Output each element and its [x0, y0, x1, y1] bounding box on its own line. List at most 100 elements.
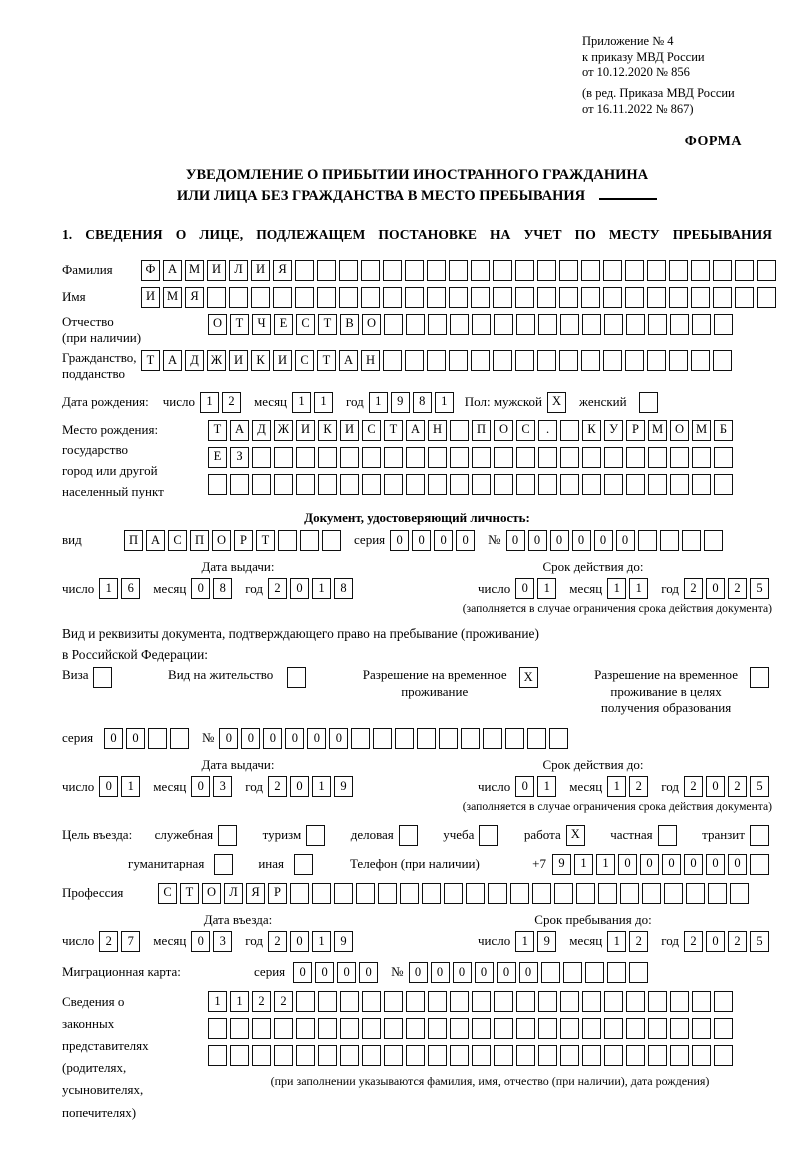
char-cell[interactable]	[598, 882, 617, 904]
char-cell[interactable]	[637, 530, 657, 552]
char-cell[interactable]	[647, 350, 666, 372]
char-cell[interactable]: Ж	[207, 350, 226, 372]
char-cell[interactable]: А	[146, 530, 165, 552]
char-cell[interactable]	[604, 1045, 623, 1067]
char-cell[interactable]: 8	[213, 578, 233, 600]
char-cell[interactable]: 0	[241, 728, 261, 750]
char-cell[interactable]	[714, 991, 733, 1013]
char-cell[interactable]	[208, 1045, 227, 1067]
char-cell[interactable]	[274, 446, 293, 468]
char-cell[interactable]	[510, 882, 529, 904]
char-cell[interactable]: 6	[121, 578, 141, 600]
char-cell[interactable]	[626, 446, 645, 468]
char-cell[interactable]	[562, 962, 582, 984]
char-cell[interactable]: 0	[515, 776, 535, 798]
char-cell[interactable]	[427, 286, 446, 308]
char-cell[interactable]: 0	[126, 728, 145, 750]
char-cell[interactable]	[449, 286, 468, 308]
char-cell[interactable]: Е	[274, 313, 293, 335]
char-cell[interactable]: 0	[219, 728, 239, 750]
char-cell[interactable]: 0	[684, 853, 703, 875]
char-cell[interactable]: Т	[317, 350, 336, 372]
char-cell[interactable]	[670, 473, 689, 495]
char-cell[interactable]: И	[207, 259, 226, 281]
char-cell[interactable]	[735, 286, 754, 308]
char-cell[interactable]: Р	[234, 530, 253, 552]
char-cell[interactable]	[427, 259, 446, 281]
char-cell[interactable]	[461, 728, 481, 750]
char-cell[interactable]	[406, 1045, 425, 1067]
char-cell[interactable]: 0	[104, 728, 123, 750]
char-cell[interactable]	[648, 991, 667, 1013]
char-cell[interactable]	[422, 882, 441, 904]
char-cell[interactable]: И	[273, 350, 292, 372]
legal-reps-row3-boxes[interactable]	[208, 1045, 772, 1067]
char-cell[interactable]: 0	[315, 962, 335, 984]
char-cell[interactable]: Т	[256, 530, 275, 552]
char-cell[interactable]	[400, 882, 419, 904]
char-cell[interactable]: 1	[312, 776, 332, 798]
char-cell[interactable]	[670, 1045, 689, 1067]
char-cell[interactable]	[516, 1045, 535, 1067]
char-cell[interactable]	[428, 1018, 447, 1040]
char-cell[interactable]	[494, 991, 513, 1013]
char-cell[interactable]: 0	[593, 530, 613, 552]
char-cell[interactable]	[670, 991, 689, 1013]
char-cell[interactable]	[538, 1018, 557, 1040]
char-cell[interactable]	[274, 473, 293, 495]
char-cell[interactable]: В	[340, 313, 359, 335]
gender-female-checkbox[interactable]	[638, 391, 661, 413]
char-cell[interactable]	[450, 446, 469, 468]
char-cell[interactable]: Т	[141, 350, 160, 372]
char-cell[interactable]	[576, 882, 595, 904]
char-cell[interactable]	[670, 313, 689, 335]
char-cell[interactable]	[750, 667, 769, 689]
purpose-tourism-checkbox[interactable]	[306, 824, 328, 846]
char-cell[interactable]	[471, 350, 490, 372]
char-cell[interactable]: 2	[728, 578, 747, 600]
char-cell[interactable]	[296, 446, 315, 468]
char-cell[interactable]	[230, 1045, 249, 1067]
char-cell[interactable]	[494, 1045, 513, 1067]
char-cell[interactable]	[584, 962, 604, 984]
char-cell[interactable]	[560, 1018, 579, 1040]
char-cell[interactable]: Я	[185, 286, 204, 308]
char-cell[interactable]	[626, 1018, 645, 1040]
char-cell[interactable]	[428, 446, 447, 468]
char-cell[interactable]	[450, 991, 469, 1013]
char-cell[interactable]: 0	[408, 962, 428, 984]
char-cell[interactable]	[582, 1018, 601, 1040]
char-cell[interactable]: М	[163, 286, 182, 308]
char-cell[interactable]: 0	[430, 962, 450, 984]
char-cell[interactable]	[735, 259, 754, 281]
char-cell[interactable]	[488, 882, 507, 904]
char-cell[interactable]	[638, 391, 658, 413]
char-cell[interactable]	[692, 313, 711, 335]
char-cell[interactable]: Я	[273, 259, 292, 281]
char-cell[interactable]: Н	[361, 350, 380, 372]
char-cell[interactable]	[505, 728, 525, 750]
char-cell[interactable]	[626, 1045, 645, 1067]
char-cell[interactable]	[472, 313, 491, 335]
char-cell[interactable]	[713, 286, 732, 308]
char-cell[interactable]	[318, 1045, 337, 1067]
char-cell[interactable]	[532, 882, 551, 904]
char-cell[interactable]	[669, 350, 688, 372]
char-cell[interactable]	[384, 991, 403, 1013]
char-cell[interactable]: К	[318, 419, 337, 441]
char-cell[interactable]	[274, 1018, 293, 1040]
char-cell[interactable]: 2	[684, 578, 703, 600]
char-cell[interactable]: Д	[185, 350, 204, 372]
char-cell[interactable]: С	[296, 313, 315, 335]
char-cell[interactable]: 0	[549, 530, 569, 552]
char-cell[interactable]: 0	[293, 962, 313, 984]
char-cell[interactable]: 0	[515, 578, 535, 600]
char-cell[interactable]	[278, 530, 297, 552]
char-cell[interactable]	[538, 1045, 557, 1067]
